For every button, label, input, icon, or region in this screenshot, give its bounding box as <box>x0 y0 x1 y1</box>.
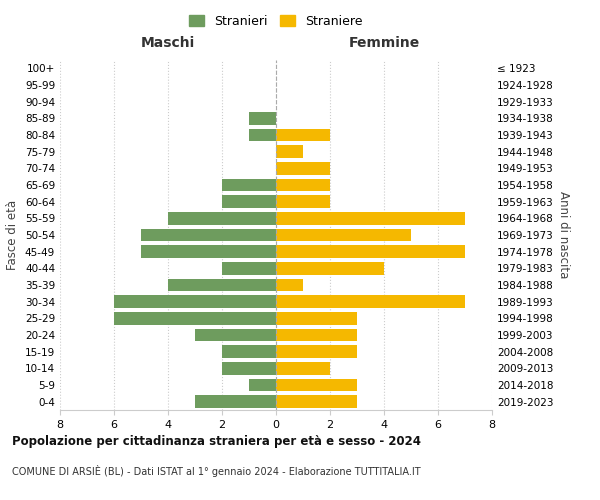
Bar <box>141 229 276 241</box>
Bar <box>168 279 276 291</box>
Bar <box>249 112 276 124</box>
Bar <box>141 246 276 258</box>
Text: Maschi: Maschi <box>141 36 195 50</box>
Text: COMUNE DI ARSIÈ (BL) - Dati ISTAT al 1° gennaio 2024 - Elaborazione TUTTITALIA.I: COMUNE DI ARSIÈ (BL) - Dati ISTAT al 1° … <box>12 465 421 477</box>
Bar <box>276 179 330 192</box>
Bar <box>276 329 357 341</box>
Bar <box>276 296 465 308</box>
Bar <box>276 279 303 291</box>
Bar <box>276 146 303 158</box>
Text: Femmine: Femmine <box>349 36 419 50</box>
Legend: Stranieri, Straniere: Stranieri, Straniere <box>185 11 367 32</box>
Bar <box>222 262 276 274</box>
Bar <box>276 229 411 241</box>
Y-axis label: Anni di nascita: Anni di nascita <box>557 192 570 278</box>
Bar <box>276 362 330 374</box>
Bar <box>249 379 276 391</box>
Bar <box>222 179 276 192</box>
Bar <box>168 212 276 224</box>
Bar <box>195 396 276 408</box>
Bar <box>276 396 357 408</box>
Bar <box>276 246 465 258</box>
Bar <box>114 312 276 324</box>
Bar <box>276 212 465 224</box>
Y-axis label: Fasce di età: Fasce di età <box>7 200 19 270</box>
Bar <box>276 162 330 174</box>
Bar <box>222 346 276 358</box>
Bar <box>222 362 276 374</box>
Bar <box>276 346 357 358</box>
Bar <box>276 196 330 208</box>
Bar <box>276 129 330 141</box>
Bar <box>249 129 276 141</box>
Bar <box>276 312 357 324</box>
Bar <box>276 379 357 391</box>
Bar <box>222 196 276 208</box>
Bar <box>276 262 384 274</box>
Bar <box>114 296 276 308</box>
Bar <box>195 329 276 341</box>
Text: Popolazione per cittadinanza straniera per età e sesso - 2024: Popolazione per cittadinanza straniera p… <box>12 435 421 448</box>
